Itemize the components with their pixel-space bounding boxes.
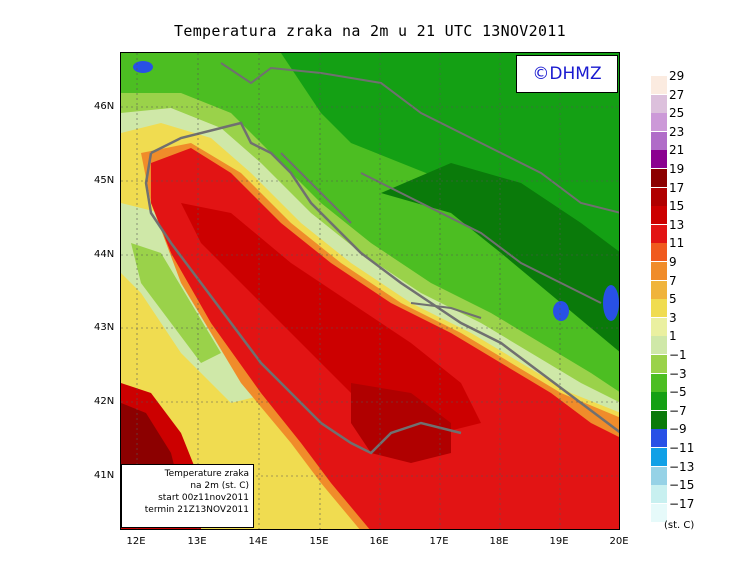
colorbar-label: −5 (669, 385, 687, 400)
dhmz-logo: ©DHMZ (516, 55, 618, 93)
colorbar-label: 19 (669, 162, 685, 176)
colorbar-label: −1 (669, 348, 687, 362)
colorbar-swatch (651, 280, 667, 299)
colorbar-label: 3 (669, 310, 677, 325)
lat-label-42n: 42N (94, 396, 115, 407)
colorbar-swatch (651, 317, 667, 336)
lon-label-13e: 13E (187, 536, 207, 547)
colorbar-label: 9 (669, 255, 677, 269)
colorbar-swatch (651, 224, 667, 243)
lon-label-14e: 14E (248, 536, 268, 547)
colorbar-swatch (651, 392, 667, 411)
colorbar-swatch (651, 355, 667, 373)
run-info-box: Temperature zraka na 2m (st. C) start 00… (121, 464, 254, 528)
colorbar-label: −13 (669, 459, 695, 474)
lon-label-16e: 16E (369, 536, 389, 547)
info-line-3: start 00z11nov2011 (158, 493, 249, 503)
lat-label-45n: 45N (94, 175, 115, 186)
temperature-map (120, 52, 620, 530)
lon-label-18e: 18E (489, 536, 509, 547)
lat-label-43n: 43N (94, 322, 115, 333)
colorbar-swatch (651, 485, 667, 504)
colorbar-label: −11 (669, 441, 695, 455)
colorbar-label: 27 (669, 87, 685, 102)
colorbar-label: 21 (669, 143, 685, 158)
colorbar-swatch (651, 448, 667, 466)
colorbar-label: 17 (669, 180, 685, 195)
lon-label-19e: 19E (549, 536, 569, 547)
colorbar-label: 15 (669, 199, 685, 214)
info-line-4: termin 21Z13NOV2011 (144, 505, 249, 515)
colorbar-label: 7 (669, 273, 677, 288)
lon-label-20e: 20E (609, 536, 629, 547)
colorbar-swatch (651, 410, 667, 429)
colorbar-swatch (651, 262, 667, 280)
colorbar-swatch (651, 503, 667, 522)
map-title: Temperatura zraka na 2m u 21 UTC 13NOV20… (174, 22, 566, 40)
colorbar-swatch (651, 76, 667, 94)
colorbar-swatch (651, 373, 667, 392)
info-line-1: Temperature zraka (164, 469, 249, 479)
colorbar-label: −9 (669, 422, 687, 437)
info-line-2: na 2m (st. C) (190, 481, 249, 491)
lon-label-12e: 12E (126, 536, 146, 547)
colorbar-swatch (651, 187, 667, 206)
colorbar-label: 23 (669, 124, 685, 139)
colorbar-swatch (651, 466, 667, 485)
lon-label-15e: 15E (309, 536, 329, 547)
temperature-field (121, 53, 619, 529)
colorbar-swatch (651, 243, 667, 262)
colorbar-label: −7 (669, 403, 687, 418)
colorbar-swatch (651, 206, 667, 225)
colorbar-swatch (651, 169, 667, 187)
colorbar-label: 5 (669, 292, 677, 307)
colorbar-swatch (651, 113, 667, 132)
lat-label-44n: 44N (94, 249, 115, 260)
colorbar-units: (st. C) (664, 520, 695, 531)
colorbar-label: 25 (669, 106, 685, 121)
colorbar-label: −3 (669, 366, 687, 381)
lat-label-46n: 46N (94, 101, 115, 112)
lon-label-17e: 17E (429, 536, 449, 547)
colorbar-label: −15 (669, 478, 695, 493)
colorbar-label: 11 (669, 236, 685, 251)
colorbar-swatch (651, 131, 667, 150)
colorbar-swatch (651, 299, 667, 318)
colorbar-swatch (651, 150, 667, 169)
colorbar-swatch (651, 429, 667, 448)
colorbar-label: −17 (669, 496, 695, 511)
colorbar-label: 13 (669, 217, 685, 232)
lat-label-41n: 41N (94, 470, 115, 481)
colorbar-swatch (651, 336, 667, 355)
colorbar-swatch (651, 94, 667, 113)
colorbar-label: 29 (669, 69, 685, 83)
colorbar-label: 1 (669, 329, 677, 344)
